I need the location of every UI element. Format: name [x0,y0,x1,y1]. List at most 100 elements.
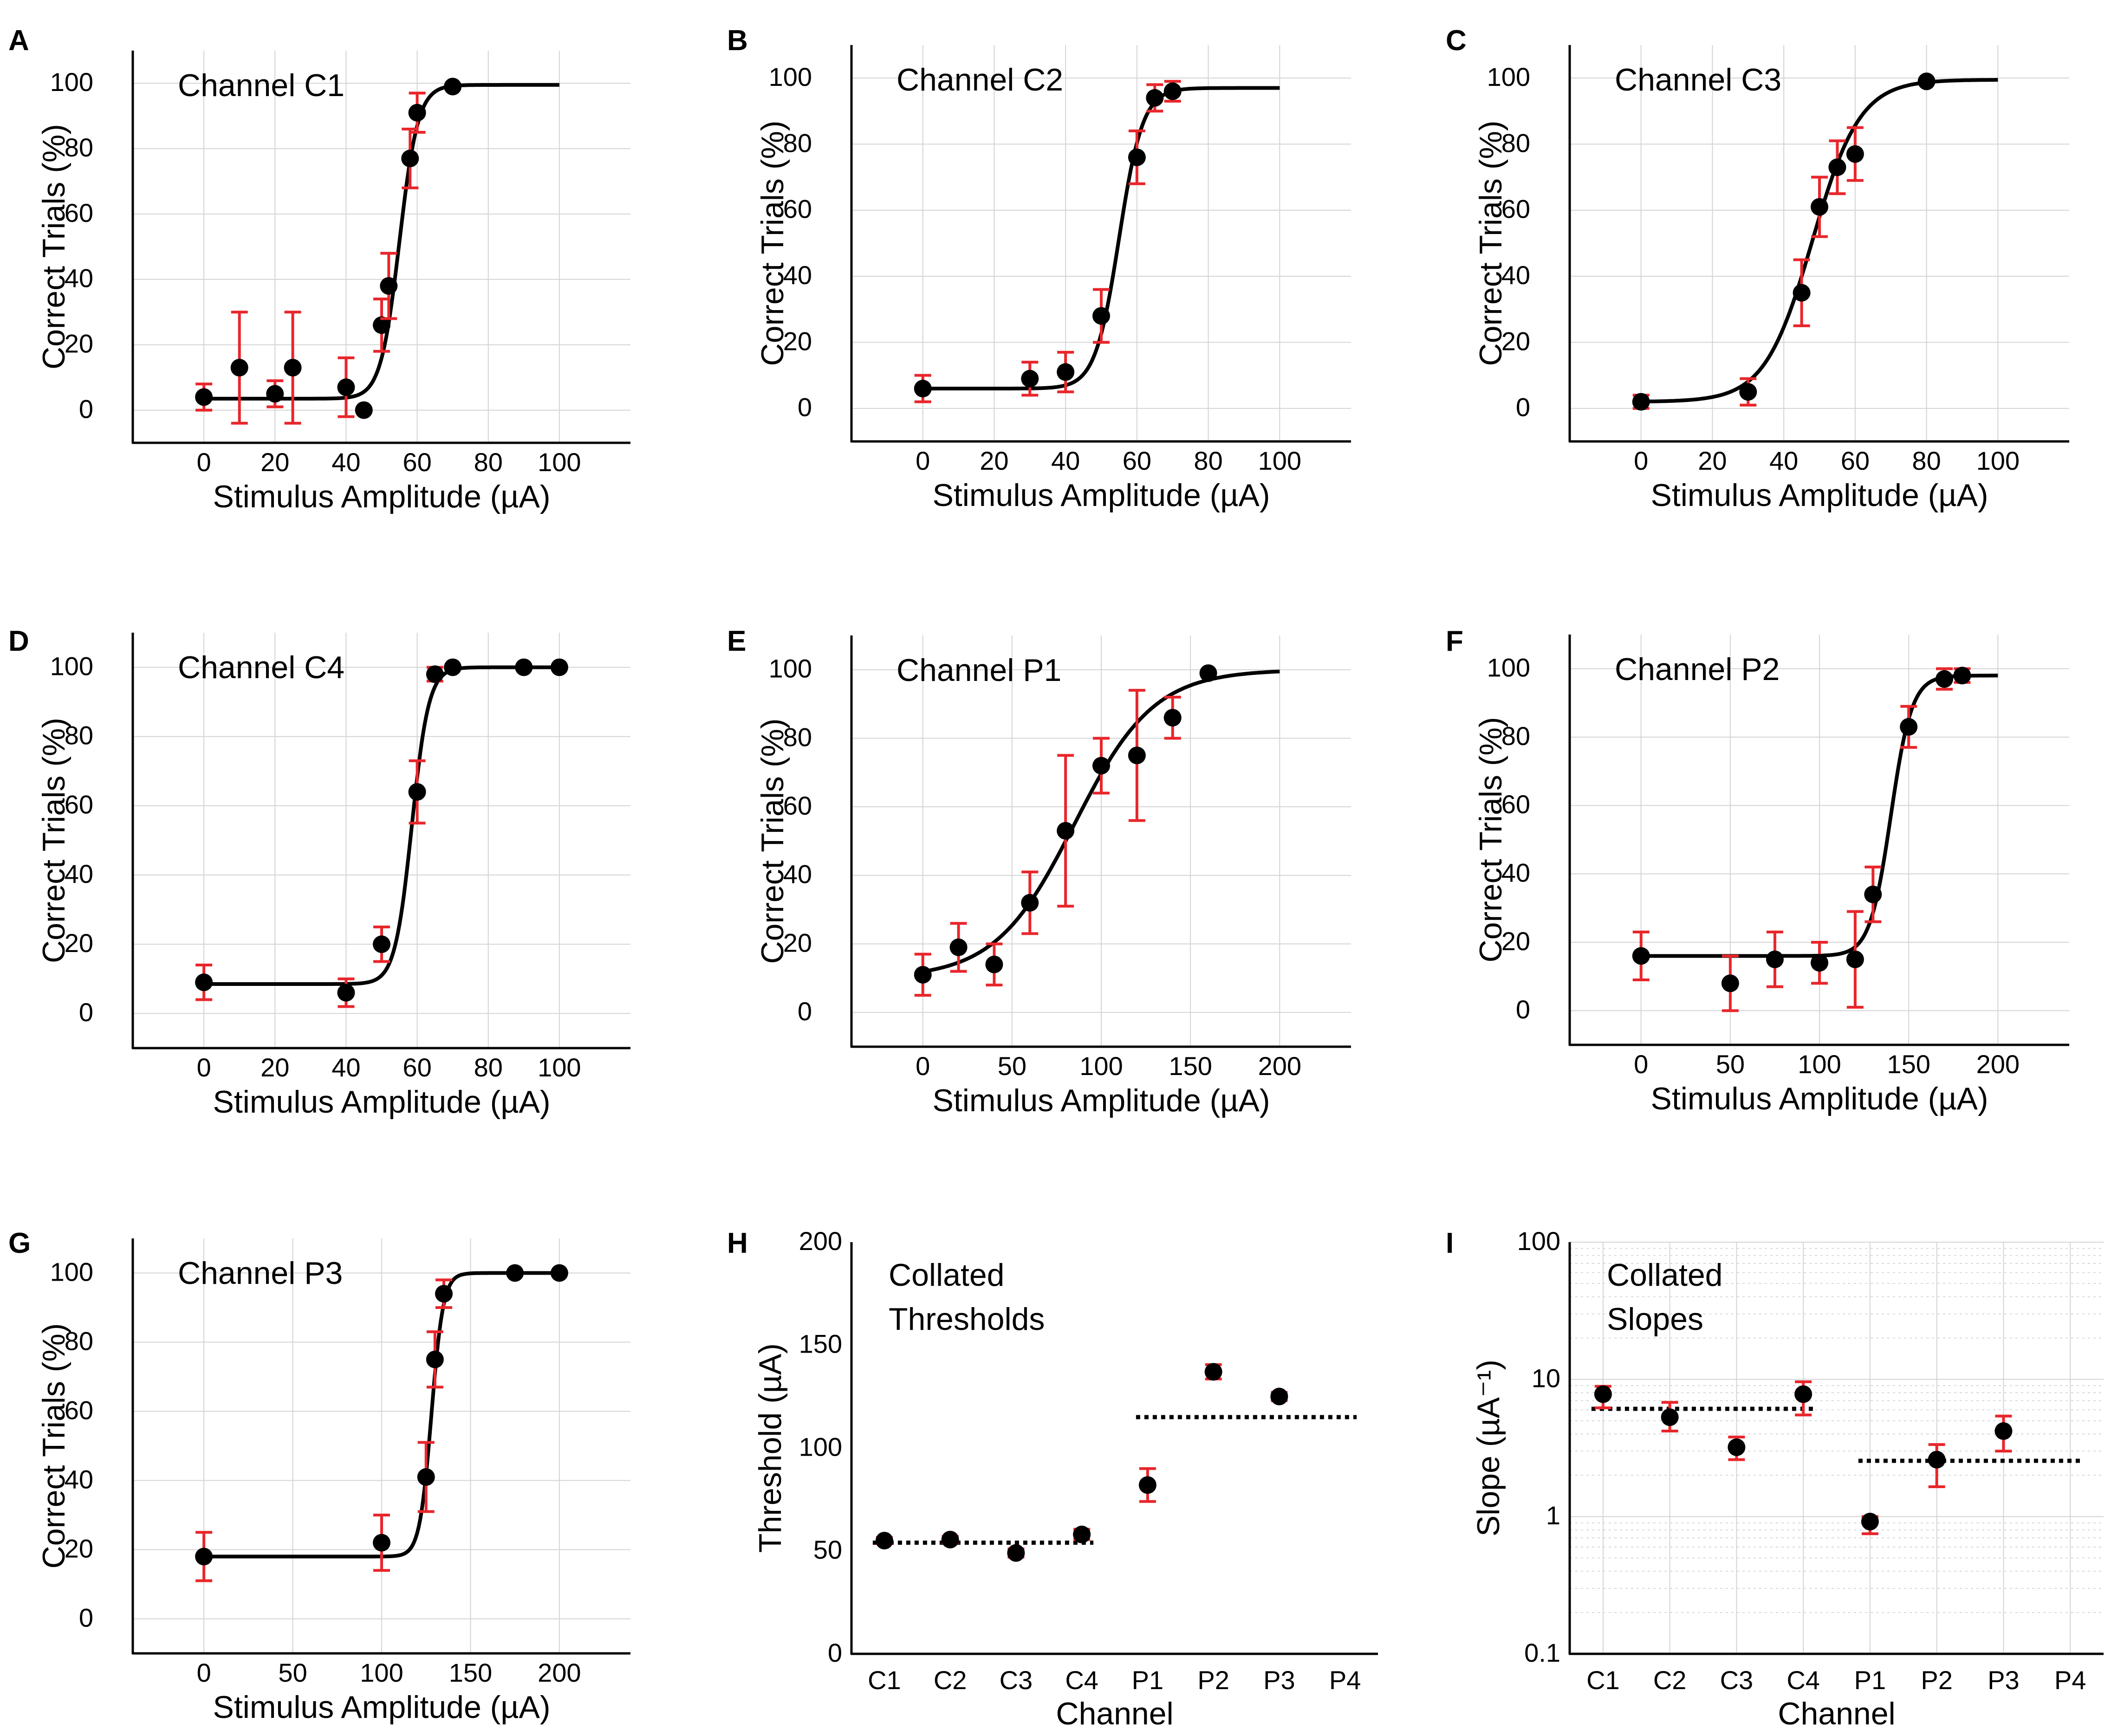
panel-i: I 0.1 1 10 100 C1 C2 C3 C4 P1 P2 P3 P4 Channel Slope (… [1446,1226,2104,1731]
panel-g: G 0 20 40 60 80 100 0 50 100 150 200 Stimulus Amplit… [8,1227,630,1725]
data-point [1811,954,1828,972]
y-tick-label: 40 [783,260,812,290]
data-point [373,316,390,334]
data-point [914,380,932,398]
x-tick-label: P4 [1329,1665,1361,1695]
y-tick-label: 100 [1487,653,1530,682]
y-tick-label: 0 [798,393,812,422]
data-point [195,388,213,406]
y-axis-label: Correct Trials (%) [1473,121,1508,366]
y-tick-label: 100 [769,654,812,683]
x-tick-label: 150 [1887,1049,1930,1079]
x-tick-label: 100 [538,447,581,477]
fit-curve [204,83,559,401]
y-tick-label: 150 [799,1329,842,1359]
data-point [985,955,1003,973]
y-tick-label: 20 [783,928,812,957]
data-point [355,401,373,419]
y-tick-label: 40 [65,859,93,888]
data-point [1270,1387,1288,1406]
data-point [1864,885,1882,903]
panel-b: B 0 20 40 60 80 100 0 20 40 60 80 100 Stimulus Amplit… [727,25,1351,513]
x-tick-label: C3 [1000,1665,1033,1695]
x-tick-label: 100 [538,1053,581,1082]
panel-c: C 0 20 40 60 80 100 0 20 40 60 80 100 Stimulus Amplit… [1446,25,2069,513]
x-tick-label: C1 [868,1665,901,1695]
data-point [1128,148,1146,166]
y-tick-label: 0 [79,998,93,1027]
y-tick-label: 100 [1487,62,1530,91]
data-point [1846,950,1864,968]
panel-title-line: Slopes [1607,1302,1703,1337]
gridlines [133,1238,630,1653]
x-tick-label: 150 [449,1658,492,1687]
x-tick-label: 100 [1976,446,2020,475]
panel-letter: G [8,1227,31,1259]
y-tick-label: 0 [79,394,93,423]
x-axis-label: Channel [1056,1696,1173,1731]
x-axis-label: Stimulus Amplitude (µA) [933,478,1270,513]
data-point [1794,1385,1813,1403]
x-tick-label: P3 [1263,1665,1295,1695]
y-tick-label: 60 [1501,194,1530,224]
data-point [1007,1544,1025,1562]
x-tick-label: 200 [1976,1049,2020,1079]
x-tick-label: 50 [1716,1049,1745,1079]
gridlines [851,635,1351,1047]
data-point [1163,82,1182,100]
x-tick-label: 80 [1194,446,1222,475]
panel-letter: C [1446,25,1467,57]
data-point [337,378,355,396]
y-tick-label: 60 [783,194,812,224]
data-point [1632,393,1650,411]
data-point [373,935,390,953]
x-tick-label: 50 [278,1658,307,1687]
gridlines [1570,45,2069,441]
y-tick-label: 0 [1516,995,1530,1024]
x-tick-label: 100 [1258,446,1301,475]
y-tick-label: 80 [783,722,812,751]
data-point [408,783,426,801]
y-tick-label: 80 [1501,128,1530,157]
x-axis-label: Stimulus Amplitude (µA) [213,479,551,514]
panel-title: Channel C3 [1615,62,1781,97]
x-tick-label: P3 [1988,1665,2020,1695]
data-point [1199,664,1217,682]
x-axis-label: Stimulus Amplitude (µA) [1651,478,1988,513]
x-tick-label: 0 [197,447,211,477]
data-point [1953,667,1971,685]
panel-title: Channel C4 [178,650,344,685]
panel-title: Channel P1 [897,653,1061,688]
y-axis-label: Correct Trials (%) [36,718,71,963]
panel-title: Channel C2 [897,62,1063,97]
y-tick-label: 20 [65,329,93,358]
data-point [408,104,426,122]
y-axis-label: Correct Trials (%) [36,1323,71,1569]
y-tick-label: 20 [1501,326,1530,356]
data-point [1928,1451,1946,1469]
y-tick-label: 80 [783,128,812,157]
x-tick-label: 200 [538,1658,581,1687]
y-tick-label: 200 [799,1226,842,1256]
data-point [1861,1513,1879,1531]
x-tick-label: P4 [2054,1665,2086,1695]
y-tick-label: 60 [1501,790,1530,819]
data-point [195,973,213,991]
y-tick-label: 1 [1546,1501,1560,1530]
data-point [380,277,398,295]
data-point [1661,1408,1679,1426]
data-point [1073,1525,1091,1543]
x-tick-label: 60 [1123,446,1151,475]
x-tick-label: 20 [1698,446,1727,475]
y-tick-label: 50 [813,1535,842,1564]
y-tick-label: 60 [783,791,812,820]
data-point [1728,1438,1746,1456]
data-point [1092,757,1110,775]
x-tick-label: 100 [1798,1049,1841,1079]
y-axis-label: Threshold (µA) [753,1343,788,1553]
data-point [941,1530,959,1548]
